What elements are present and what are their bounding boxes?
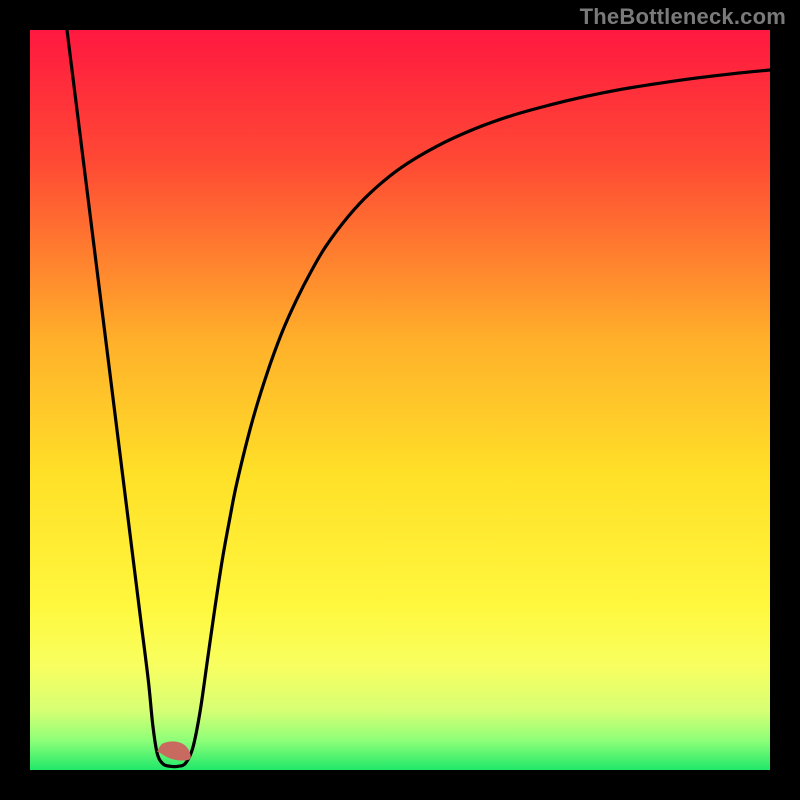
plot-background — [30, 30, 770, 770]
watermark-text: TheBottleneck.com — [580, 4, 786, 30]
plot-area — [30, 30, 770, 770]
chart-container: TheBottleneck.com — [0, 0, 800, 800]
chart-svg — [30, 30, 770, 770]
